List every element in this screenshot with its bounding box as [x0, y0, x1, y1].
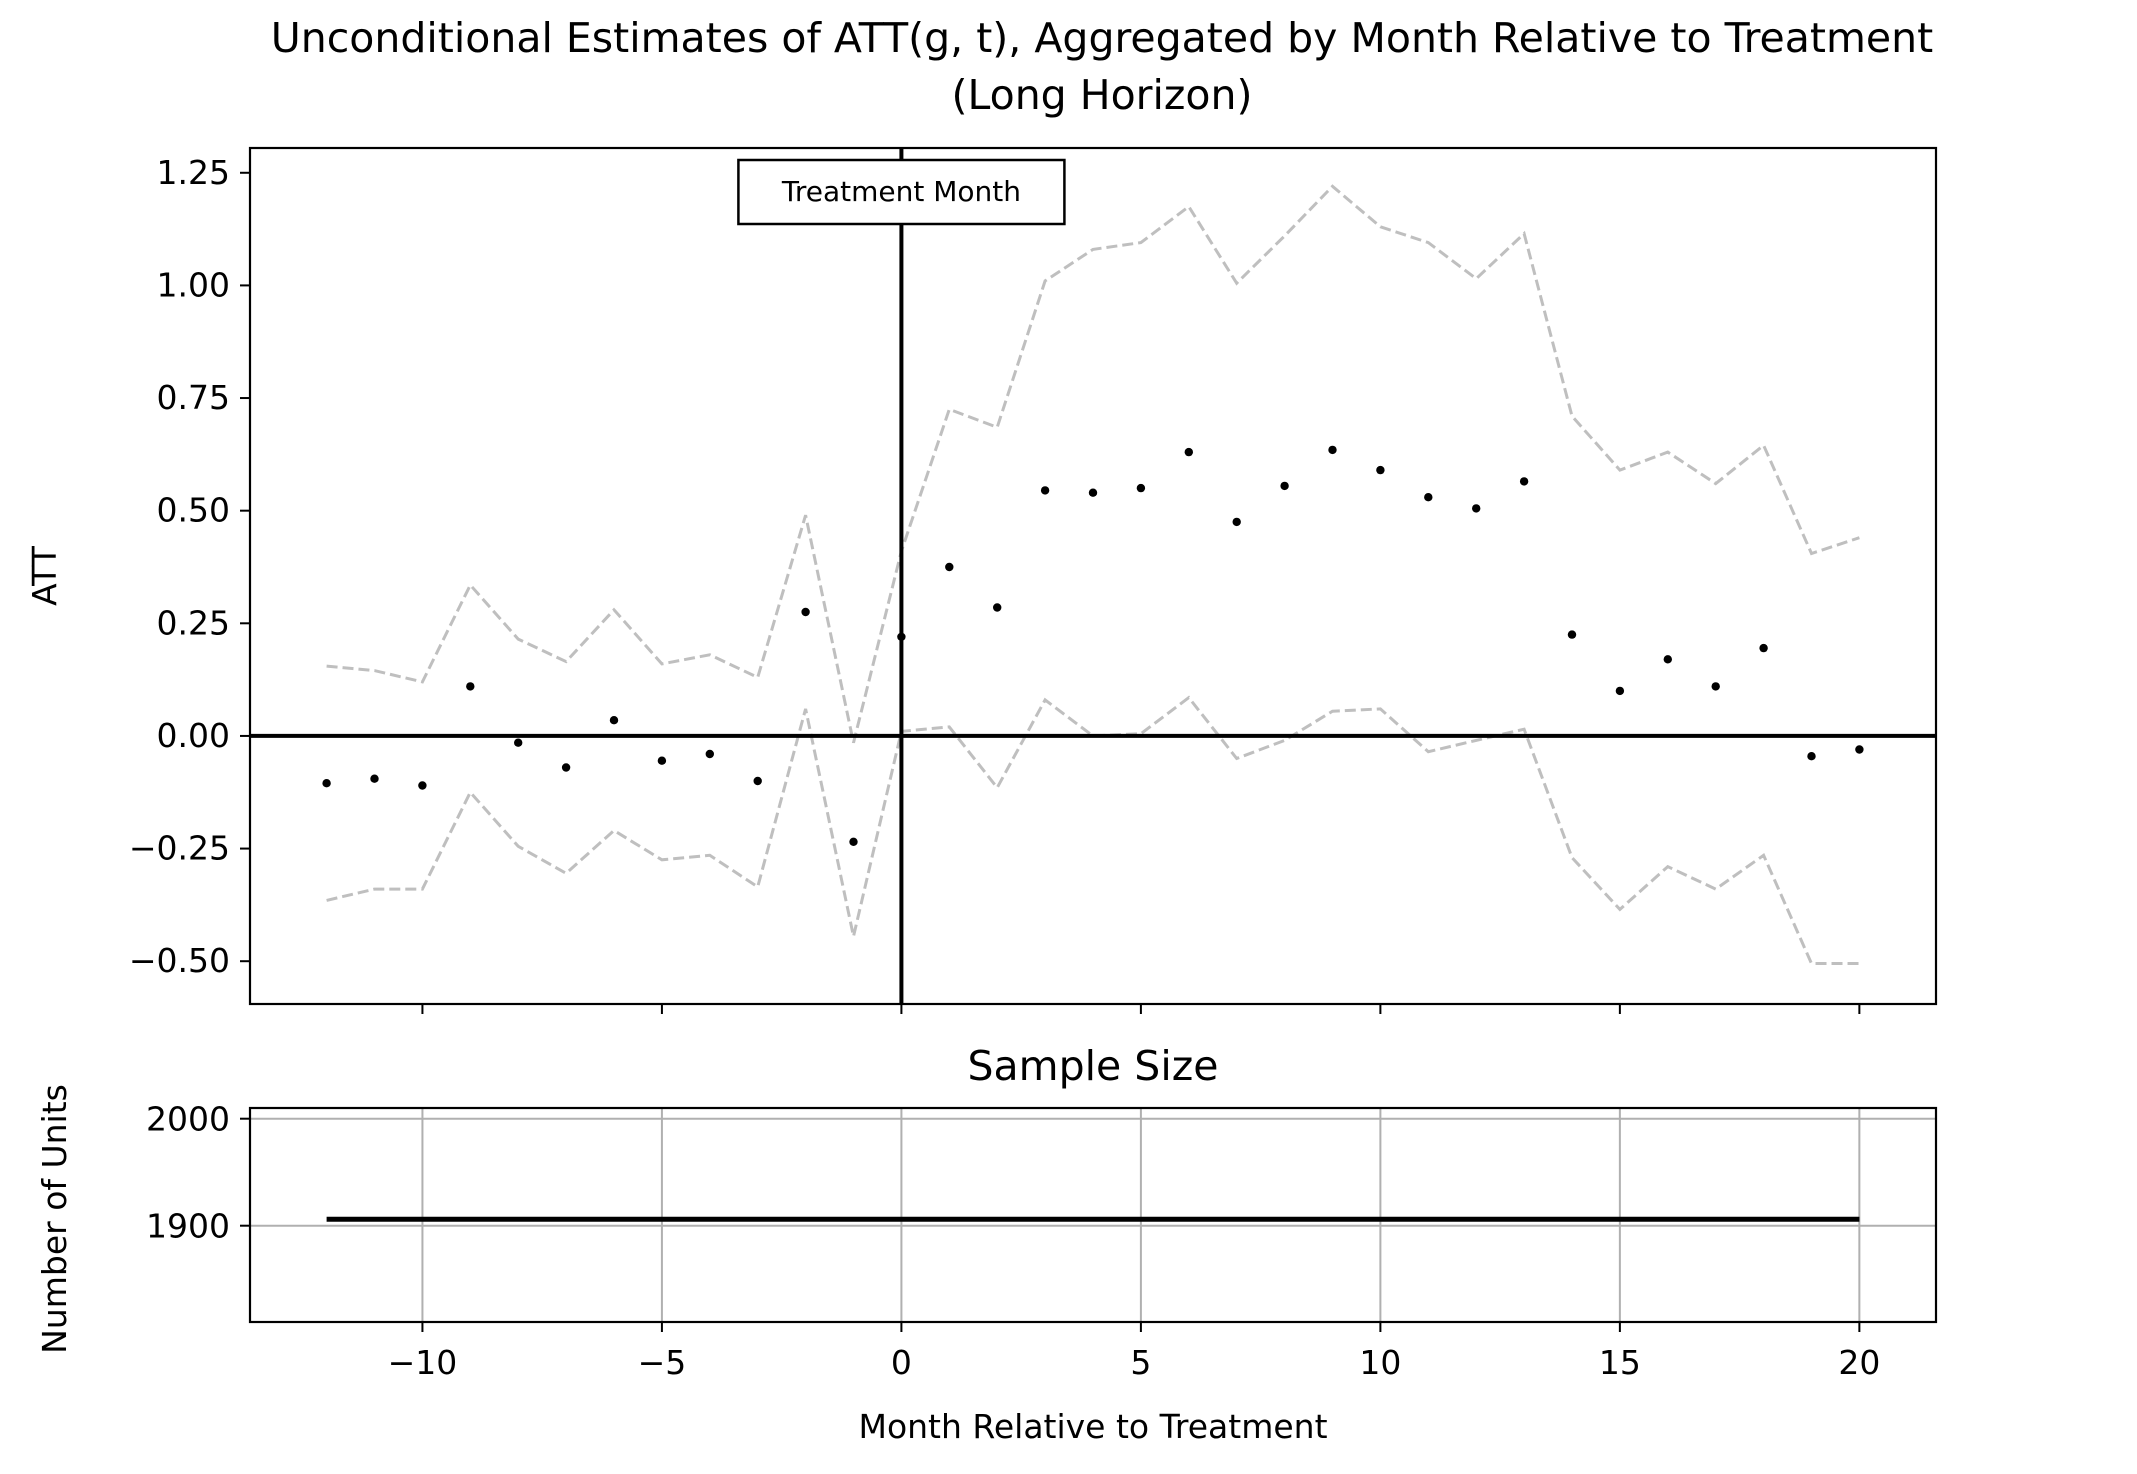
x-tick-label: 5: [1130, 1343, 1151, 1382]
att-point: [801, 607, 810, 617]
att-point: [993, 603, 1002, 612]
y-tick-label: 2000: [146, 1100, 230, 1139]
y-tick-label: 1.00: [157, 265, 230, 304]
sample-size-grid: [250, 1108, 1936, 1322]
att-point: [657, 756, 667, 765]
att-point: [945, 562, 954, 572]
x-tick-label: −10: [388, 1343, 458, 1382]
att-points: [322, 445, 1864, 846]
att-point: [849, 837, 858, 846]
att-plot-frame: [248, 146, 1938, 1006]
att-point: [1759, 643, 1768, 653]
sample-size-title: Sample Size: [968, 1042, 1219, 1090]
y-tick-label: 1.25: [157, 153, 230, 192]
sample-size-y-axis-label: Number of Units: [35, 1084, 74, 1354]
att-point: [1040, 486, 1050, 495]
chart-subtitle: (Long Horizon): [952, 71, 1253, 119]
att-point: [1615, 686, 1625, 696]
x-tick-label: 10: [1359, 1343, 1401, 1382]
att-point: [322, 779, 331, 788]
att-point: [514, 738, 523, 747]
att-point: [1424, 493, 1433, 502]
att-point: [1136, 483, 1146, 493]
att-point: [1807, 752, 1816, 761]
lower-band-line: [326, 695, 1860, 965]
att-point: [1376, 465, 1385, 475]
att-point: [1184, 447, 1194, 457]
x-tick-label: 20: [1838, 1343, 1880, 1382]
x-tick-label: 0: [891, 1343, 912, 1382]
att-point: [753, 776, 762, 786]
sample-size-plot-frame: [248, 1106, 1938, 1324]
y-tick-label: 0.75: [157, 378, 230, 417]
att-x-axis-ticks: [421, 1004, 1861, 1014]
sample-size-y-axis-ticks: 1900 2000: [146, 1100, 250, 1246]
sample-size-x-axis-ticks: −10 −5 0 5 10 15 20: [388, 1322, 1880, 1382]
att-point: [1855, 745, 1864, 754]
reference-lines: [250, 148, 1936, 1004]
y-tick-label: 1900: [146, 1207, 230, 1246]
att-point: [1472, 504, 1481, 513]
treatment-month-annotation: Treatment Month: [737, 158, 1066, 226]
att-point: [1711, 682, 1720, 691]
y-tick-label: −0.25: [129, 829, 230, 868]
x-axis-label: Month Relative to Treatment: [858, 1407, 1327, 1446]
att-estimates-chart: Treatment Month −0.50 −0.25 0.00 0.25 0.50 0.…: [25, 146, 1938, 1014]
annotation-label: Treatment Month: [781, 175, 1021, 208]
y-tick-label: 0.50: [157, 491, 230, 530]
upper-band-line: [326, 184, 1860, 744]
x-tick-label: 15: [1599, 1343, 1641, 1382]
confidence-bands: [326, 184, 1860, 965]
att-point: [561, 763, 571, 772]
att-point: [705, 749, 714, 759]
annotation-box: [737, 158, 1066, 226]
att-point: [897, 632, 906, 641]
y-tick-label: −0.50: [129, 941, 230, 980]
y-tick-label: 0.00: [157, 716, 230, 755]
att-point: [1567, 630, 1577, 639]
att-point: [418, 781, 427, 790]
att-point: [1232, 517, 1241, 527]
att-point: [466, 682, 475, 691]
att-point: [1519, 477, 1529, 486]
att-point: [1663, 655, 1673, 664]
y-tick-label: 0.25: [157, 603, 230, 642]
att-point: [370, 774, 379, 783]
att-point: [1088, 488, 1098, 497]
x-tick-label: −5: [638, 1343, 687, 1382]
att-point: [609, 716, 619, 725]
sample-size-chart: Sample Size 1900 2000 −10 −5 0 5 10 15 20 Numbe…: [35, 1042, 1938, 1446]
att-point: [1328, 445, 1337, 455]
att-y-axis-label: ATT: [25, 545, 64, 606]
att-y-axis-ticks: −0.50 −0.25 0.00 0.25 0.50 0.75 1.00 1.25: [129, 153, 250, 980]
att-point: [1280, 481, 1289, 491]
chart-title: Unconditional Estimates of ATT(g, t), Ag…: [271, 14, 1933, 62]
